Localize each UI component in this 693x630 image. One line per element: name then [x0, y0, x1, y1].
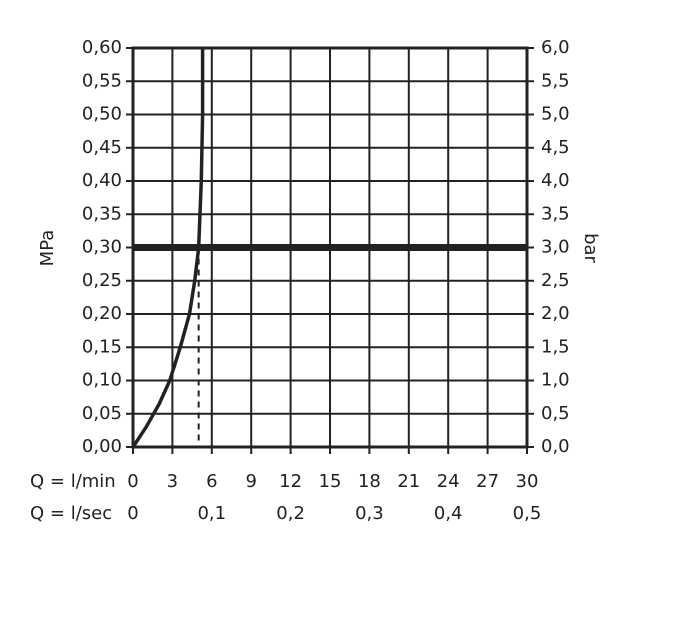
curve: [131, 48, 205, 448]
x-tick-label: 6: [206, 471, 217, 492]
y2-tick-label: 1,5: [541, 336, 570, 357]
y2-tick-label: 0,5: [541, 403, 570, 424]
x2-tick-label: 0,5: [513, 503, 542, 524]
y-tick-label: 0,05: [82, 403, 122, 424]
x-row-label: Q = l/min: [30, 471, 116, 492]
y2-tick-label: 5,5: [541, 70, 570, 91]
y-tick-label: 0,15: [82, 336, 122, 357]
y2-tick-label: 0,0: [541, 436, 570, 457]
y2-tick-label: 2,5: [541, 270, 570, 291]
y-tick-label: 0,40: [82, 170, 122, 191]
y2-tick-label: 3,0: [541, 237, 570, 258]
y2-axis-label: bar: [580, 233, 601, 263]
y-tick-label: 0,35: [82, 203, 122, 224]
y2-tick-label: 1,0: [541, 370, 570, 391]
y-tick-label: 0,45: [82, 137, 122, 158]
y-tick-label: 0,00: [82, 436, 122, 457]
x-row-label: Q = l/sec: [30, 503, 112, 524]
y2-tick-label: 3,5: [541, 203, 570, 224]
x-tick-label: 30: [516, 471, 539, 492]
y2-tick-label: 6,0: [541, 37, 570, 58]
x2-tick-label: 0,2: [276, 503, 305, 524]
x2-tick-label: 0: [127, 503, 138, 524]
x-tick-label: 21: [397, 471, 420, 492]
x-tick-label: 24: [437, 471, 460, 492]
x-tick-label: 0: [127, 471, 138, 492]
x-tick-label: 18: [358, 471, 381, 492]
x2-tick-label: 0,3: [355, 503, 384, 524]
y-tick-label: 0,10: [82, 370, 122, 391]
x-tick-label: 12: [279, 471, 302, 492]
y2-tick-label: 4,0: [541, 170, 570, 191]
y-tick-label: 0,30: [82, 237, 122, 258]
y-tick-label: 0,60: [82, 37, 122, 58]
y2-tick-label: 4,5: [541, 137, 570, 158]
y2-tick-label: 5,0: [541, 104, 570, 125]
y-tick-label: 0,20: [82, 303, 122, 324]
x-tick-label: 15: [319, 471, 342, 492]
x2-tick-label: 0,1: [197, 503, 226, 524]
y-tick-label: 0,55: [82, 70, 122, 91]
x-tick-label: 27: [476, 471, 499, 492]
x-tick-label: 9: [245, 471, 256, 492]
x-tick-label: 3: [167, 471, 178, 492]
y-tick-label: 0,25: [82, 270, 122, 291]
y-tick-label: 0,50: [82, 104, 122, 125]
y2-tick-label: 2,0: [541, 303, 570, 324]
y-axis-label: MPa: [37, 230, 58, 267]
x2-tick-label: 0,4: [434, 503, 463, 524]
